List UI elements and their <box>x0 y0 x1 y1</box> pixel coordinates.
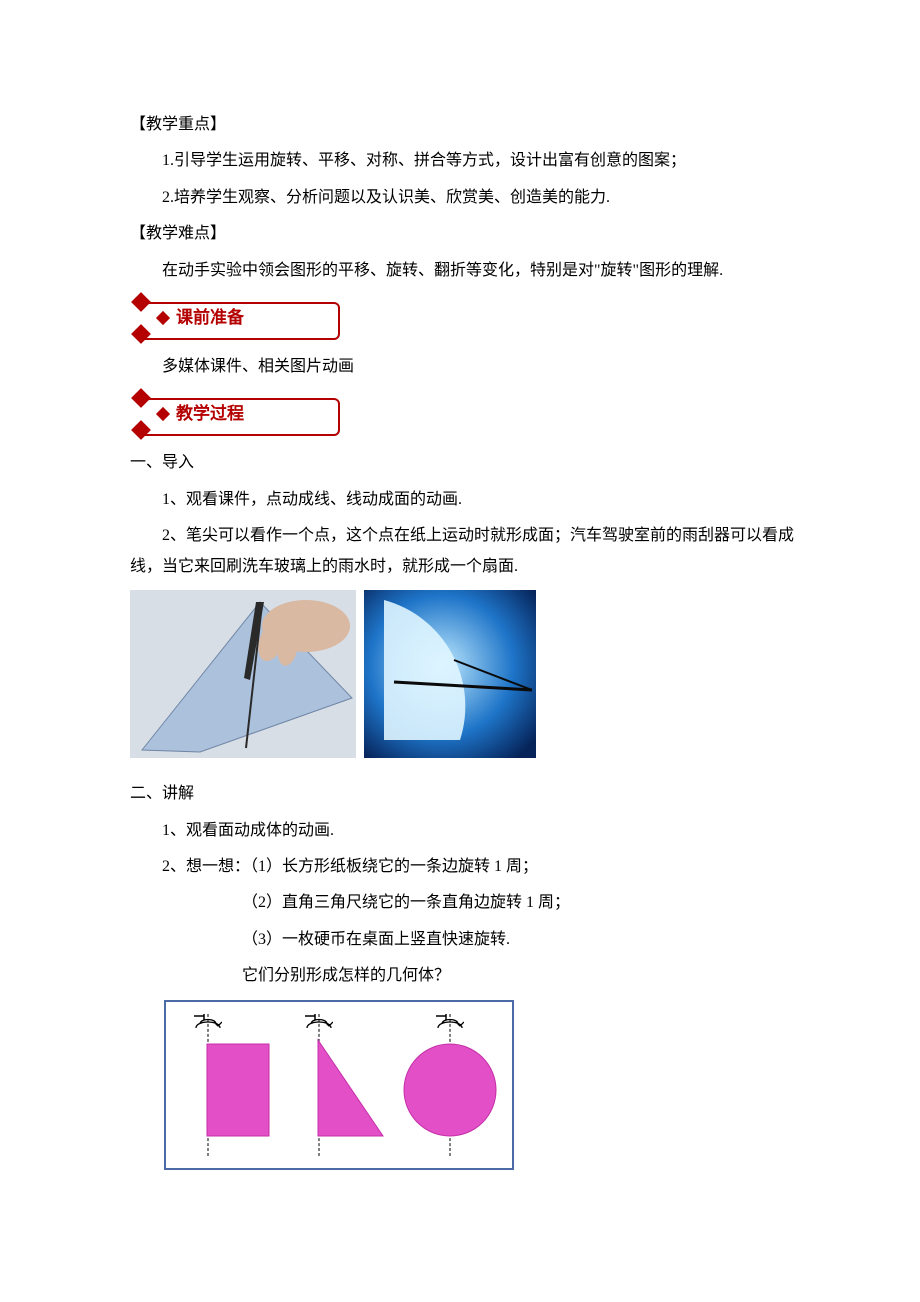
bullet-icon <box>156 311 170 325</box>
section-label-process: 教学过程 <box>158 392 244 436</box>
part2-p3: （2）直角三角尺绕它的一条直角边旋转 1 周； <box>130 888 800 918</box>
part2-p2: 2、想一想：（1）长方形纸板绕它的一条边旋转 1 周； <box>130 852 800 882</box>
section-box-process: 教学过程 <box>130 392 340 436</box>
circle-shape-svg <box>395 1010 505 1160</box>
part2-p5: 它们分别形成怎样的几何体？ <box>130 961 800 991</box>
part1-p2: 2、笔尖可以看作一个点，这个点在纸上运动时就形成面；汽车驾驶室前的雨刮器可以看成… <box>130 521 800 582</box>
shape-triangle <box>283 1010 394 1160</box>
part1-p1: 1、观看课件，点动成线、线动成面的动画. <box>130 485 800 515</box>
heading-difficulties: 【教学难点】 <box>130 219 800 249</box>
section-title-text: 课前准备 <box>176 302 244 334</box>
image-row-1 <box>130 590 800 769</box>
prep-text: 多媒体课件、相关图片动画 <box>130 352 800 382</box>
part2-title: 二、讲解 <box>130 779 800 809</box>
section-box-prep: 课前准备 <box>130 296 340 340</box>
part1-title: 一、导入 <box>130 448 800 478</box>
wiper-image <box>360 590 536 769</box>
part2-p4: （3）一枚硬币在桌面上竖直快速旋转. <box>130 925 800 955</box>
key-point-2: 2.培养学生观察、分析问题以及认识美、欣赏美、创造美的能力. <box>130 183 800 213</box>
shape-rectangle <box>172 1010 283 1160</box>
document-page: 【教学重点】 1.引导学生运用旋转、平移、对称、拼合等方式，设计出富有创意的图案… <box>0 0 920 1302</box>
section-label-prep: 课前准备 <box>158 296 244 340</box>
part2-p1: 1、观看面动成体的动画. <box>130 816 800 846</box>
difficulty-1: 在动手实验中领会图形的平移、旋转、翻折等变化，特别是对"旋转"图形的理解. <box>130 256 800 286</box>
heading-key-points: 【教学重点】 <box>130 110 800 140</box>
key-point-1: 1.引导学生运用旋转、平移、对称、拼合等方式，设计出富有创意的图案； <box>130 146 800 176</box>
rectangle-shape-svg <box>172 1010 282 1160</box>
pen-drawing-image <box>130 590 356 769</box>
rotation-shapes-figure <box>164 1000 514 1170</box>
triangle-shape-svg <box>283 1010 393 1160</box>
part1-p2-text: 2、笔尖可以看作一个点，这个点在纸上运动时就形成面；汽车驾驶室前的雨刮器可以看成… <box>130 527 794 574</box>
section-title-text: 教学过程 <box>176 398 244 430</box>
shape-circle <box>395 1010 506 1160</box>
bullet-icon <box>156 407 170 421</box>
